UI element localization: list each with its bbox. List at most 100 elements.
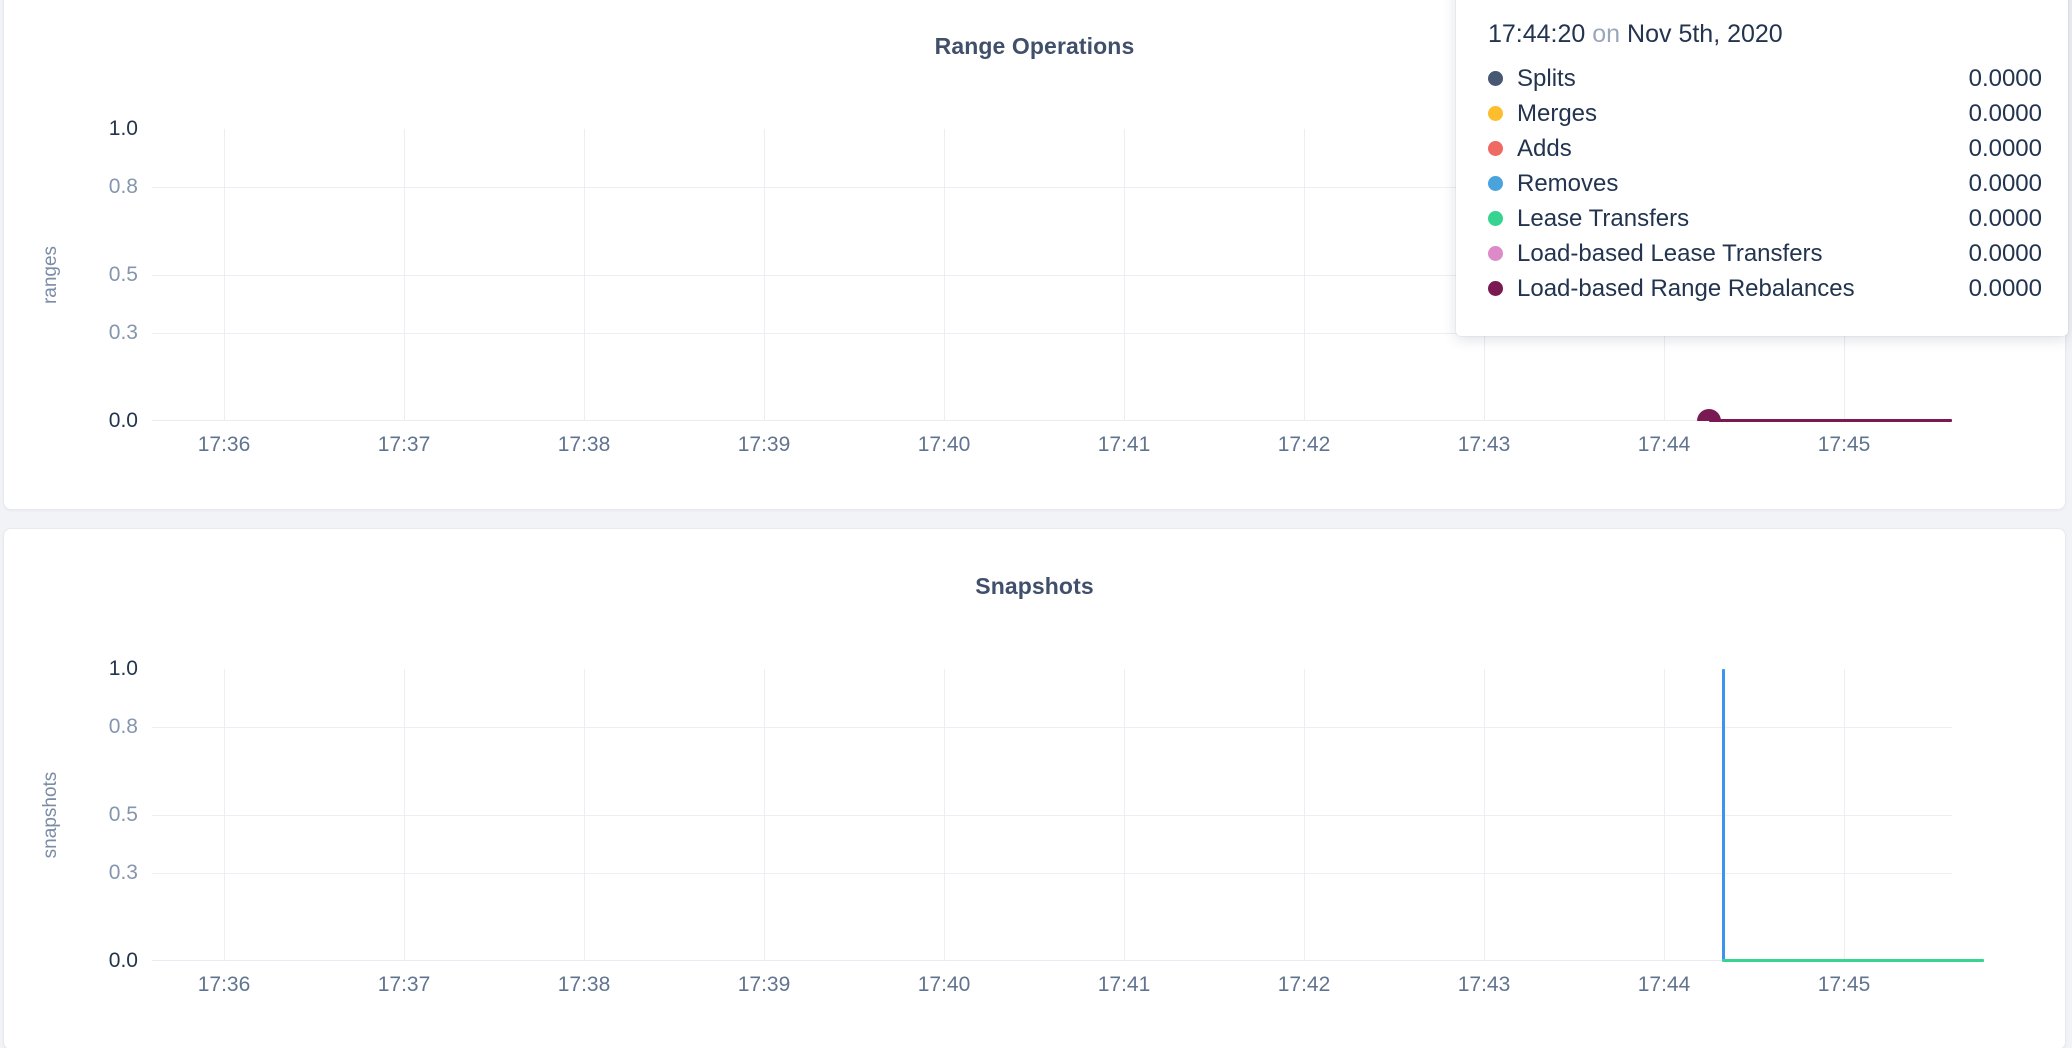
- vertical-gridline: [584, 129, 585, 421]
- tooltip-series-value: 0.0000: [1968, 239, 2042, 267]
- tooltip-series-label: Lease Transfers: [1517, 204, 1690, 232]
- horizontal-gridline: [152, 873, 1952, 875]
- x-axis-tick-label: 17:42: [1277, 433, 1331, 456]
- series-color-dot-icon: [1488, 106, 1503, 121]
- vertical-gridline: [224, 129, 225, 421]
- series-color-dot-icon: [1488, 281, 1503, 296]
- x-axis-tick-label: 17:40: [917, 433, 971, 456]
- tooltip-series-label: Load-based Range Rebalances: [1517, 274, 1855, 302]
- horizontal-gridline: [152, 187, 1952, 189]
- y-axis-tick-label: 0.0: [108, 409, 138, 432]
- tooltip-series-value: 0.0000: [1968, 64, 2042, 92]
- tooltip-row: Load-based Range Rebalances 0.0000: [1488, 271, 2042, 306]
- vertical-gridline: [1484, 669, 1485, 961]
- tooltip-series-value: 0.0000: [1968, 169, 2042, 197]
- tooltip-series-label: Load-based Lease Transfers: [1517, 239, 1823, 267]
- series-line-removes: [1721, 669, 1725, 961]
- tooltip-row: Splits 0.0000: [1488, 61, 2042, 96]
- horizontal-gridline: [152, 815, 1952, 816]
- y-axis-tick-label: 0.5: [108, 803, 138, 826]
- x-axis-tick-label: 17:39: [737, 433, 791, 456]
- y-axis-tick-label: 1.0: [108, 117, 138, 140]
- x-axis-tick-label: 17:38: [557, 973, 611, 996]
- vertical-gridline: [1844, 669, 1845, 961]
- vertical-gridline: [1304, 669, 1305, 961]
- x-axis-tick-label: 17:36: [197, 433, 251, 456]
- y-axis-tick-label: 0.8: [108, 175, 138, 199]
- horizontal-gridline: [152, 727, 1952, 729]
- y-axis-tick-label: 0.5: [108, 263, 138, 286]
- vertical-gridline: [944, 669, 945, 961]
- tooltip-date: Nov 5th, 2020: [1627, 20, 1783, 48]
- tooltip-series-value: 0.0000: [1968, 204, 2042, 232]
- y-axis-tick-label: 1.0: [108, 657, 138, 680]
- tooltip-row: Lease Transfers 0.0000: [1488, 201, 2042, 236]
- x-axis-tick-label: 17:38: [557, 433, 611, 456]
- tooltip-on-word: on: [1592, 20, 1621, 48]
- snapshots-plot-area: 1.0 0.8 0.5 0.3 0.0 17:36 17:37 17:38 17:39 17:40…: [109, 657, 1985, 996]
- y-axis-tick-label: 0.3: [108, 321, 138, 345]
- range-operations-plot-area: 1.0 0.8 0.5 0.3 0.0 17:36 17:37 17:38 17:39 17:40…: [109, 117, 1952, 456]
- horizontal-gridline: [152, 333, 1952, 335]
- series-color-dot-icon: [1488, 176, 1503, 191]
- y-axis-tick-label: 0.8: [108, 715, 138, 739]
- tooltip-series-value: 0.0000: [1968, 99, 2042, 127]
- x-axis-tick-label: 17:37: [377, 433, 431, 456]
- x-axis-tick-label: 17:37: [377, 973, 431, 996]
- x-axis-tick-label: 17:45: [1817, 973, 1871, 996]
- snapshots-title: Snapshots: [975, 573, 1094, 599]
- tooltip-row: Adds 0.0000: [1488, 131, 2042, 166]
- series-color-dot-icon: [1488, 246, 1503, 261]
- tooltip-series-value: 0.0000: [1968, 274, 2042, 302]
- series-line-load-based-range-rebalances: [1709, 419, 1952, 422]
- vertical-gridline: [224, 669, 225, 961]
- range-operations-title: Range Operations: [934, 33, 1135, 59]
- x-axis-tick-label: 17:44: [1637, 433, 1691, 456]
- tooltip-row: Merges 0.0000: [1488, 96, 2042, 131]
- tooltip-series-label: Merges: [1517, 99, 1598, 127]
- vertical-gridline: [404, 129, 405, 421]
- tooltip-time: 17:44:20: [1488, 20, 1586, 48]
- vertical-gridline: [764, 669, 765, 961]
- vertical-gridline: [1664, 669, 1665, 961]
- vertical-gridline: [1124, 129, 1125, 421]
- series-color-dot-icon: [1488, 71, 1503, 86]
- x-axis-tick-label: 17:42: [1277, 973, 1331, 996]
- vertical-gridline: [1304, 129, 1305, 421]
- vertical-gridline: [944, 129, 945, 421]
- x-axis-tick-label: 17:45: [1817, 433, 1871, 456]
- vertical-gridline: [584, 669, 585, 961]
- tooltip-row: Removes 0.0000: [1488, 166, 2042, 201]
- x-axis-tick-label: 17:41: [1097, 433, 1151, 456]
- y-axis-tick-label: 0.0: [108, 949, 138, 972]
- x-axis-tick-label: 17:39: [737, 973, 791, 996]
- tooltip-series-value: 0.0000: [1968, 134, 2042, 162]
- x-axis-baseline: [152, 420, 1952, 421]
- range-operations-y-axis-label: ranges: [40, 245, 61, 305]
- x-axis-baseline: [152, 960, 1952, 961]
- y-axis-tick-label: 0.3: [108, 861, 138, 885]
- tooltip-series-label: Adds: [1517, 134, 1572, 162]
- horizontal-gridline: [152, 275, 1952, 276]
- x-axis-tick-label: 17:41: [1097, 973, 1151, 996]
- series-peak-load-based-range-rebalances: [1697, 409, 1721, 421]
- tooltip-timestamp: 17:44:20 on Nov 5th, 2020: [1488, 20, 2042, 49]
- x-axis-tick-label: 17:43: [1457, 433, 1511, 456]
- tooltip-series-list: Splits 0.0000 Merges 0.0000 Adds 0.0000 Remove…: [1488, 61, 2042, 306]
- vertical-gridline: [1124, 669, 1125, 961]
- tooltip-series-label: Removes: [1517, 169, 1619, 197]
- series-color-dot-icon: [1488, 141, 1503, 156]
- vertical-gridline: [764, 129, 765, 421]
- series-color-dot-icon: [1488, 211, 1503, 226]
- vertical-gridline: [404, 669, 405, 961]
- snapshots-card: Snapshots snapshots 1.0 0.8 0.5 0.3 0.0 17:36…: [3, 528, 2066, 1048]
- tooltip-series-label: Splits: [1517, 64, 1576, 92]
- series-line-lease-transfers: [1721, 959, 1985, 962]
- chart-hover-tooltip: 17:44:20 on Nov 5th, 2020 Splits 0.0000 Me…: [1456, 0, 2068, 336]
- snapshots-y-axis-label: snapshots: [40, 771, 61, 859]
- x-axis-tick-label: 17:36: [197, 973, 251, 996]
- x-axis-tick-label: 17:43: [1457, 973, 1511, 996]
- x-axis-tick-label: 17:40: [917, 973, 971, 996]
- x-axis-tick-label: 17:44: [1637, 973, 1691, 996]
